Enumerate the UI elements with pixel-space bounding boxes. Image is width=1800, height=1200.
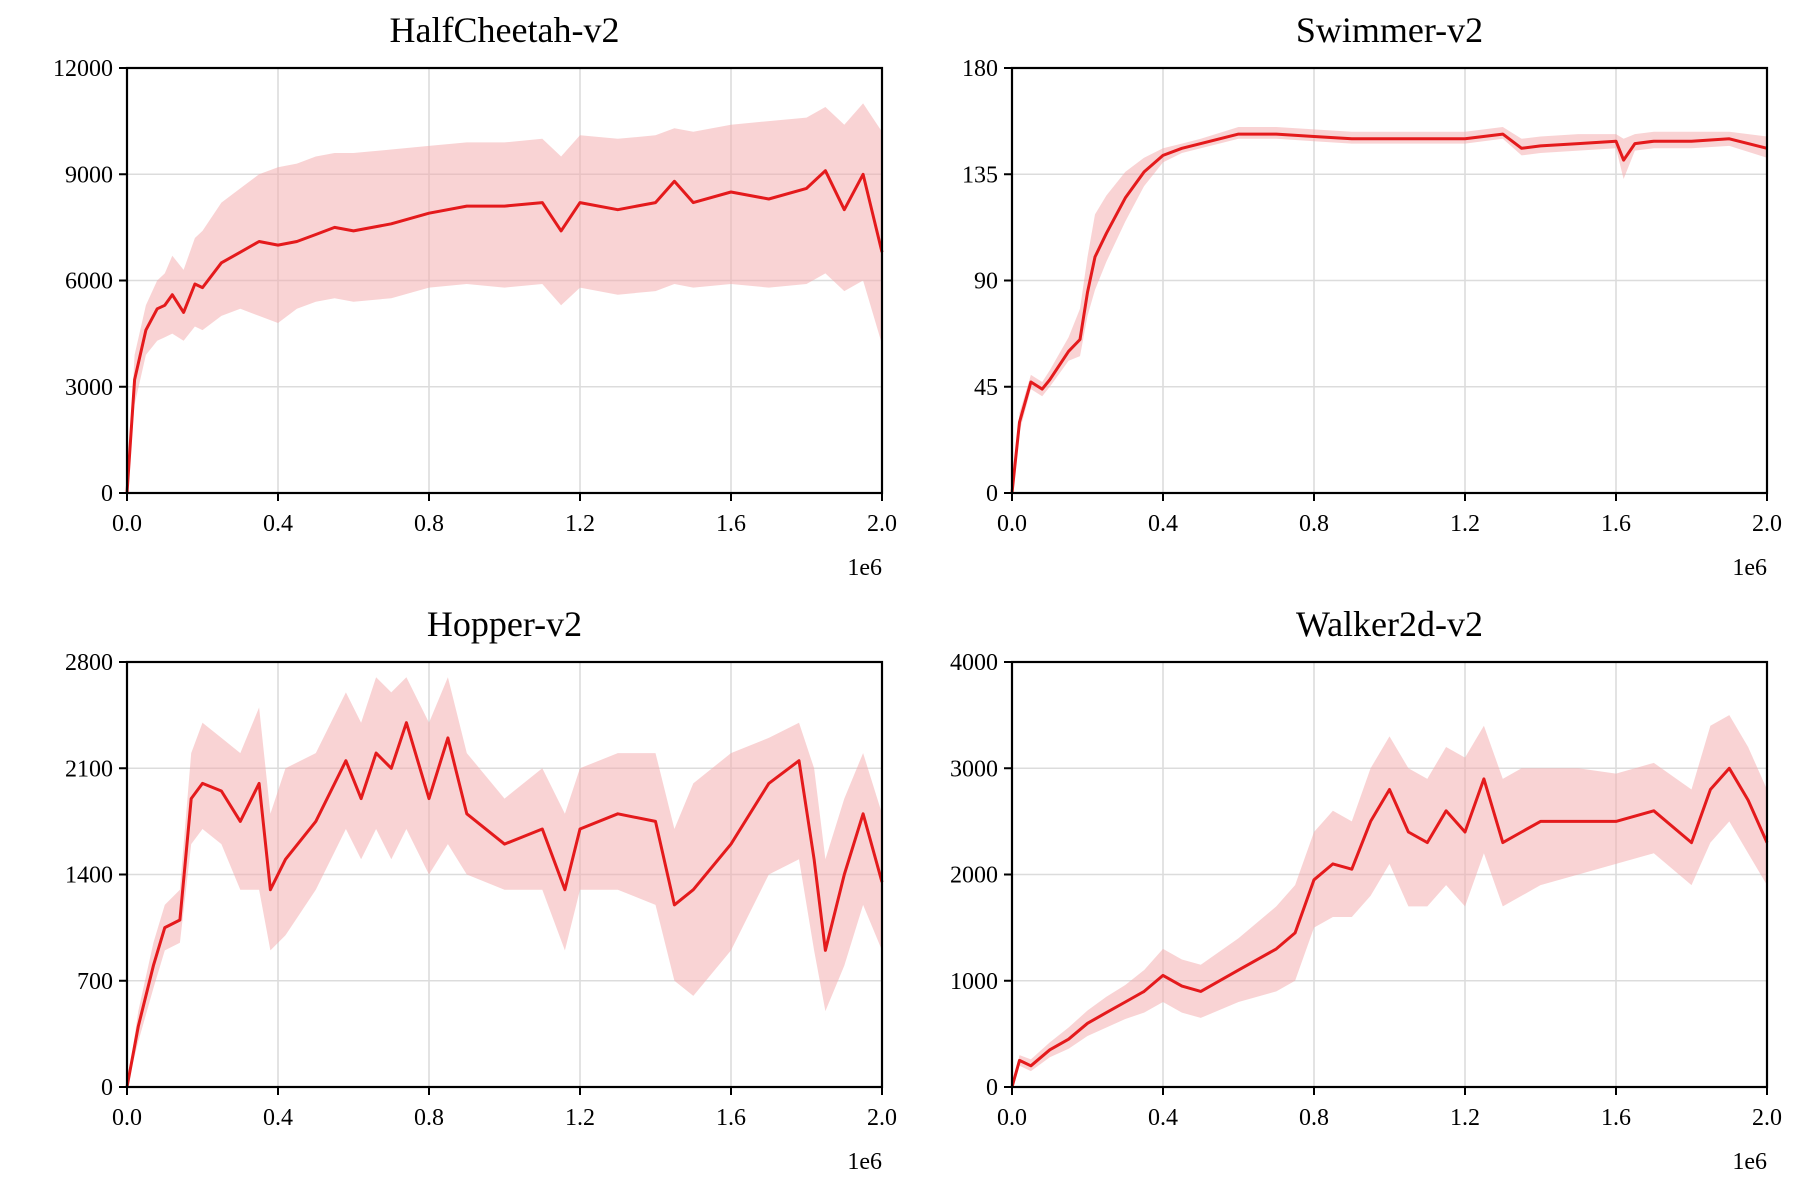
y-tick-label: 3000 bbox=[65, 375, 113, 401]
x-tick-label: 2.0 bbox=[1752, 511, 1782, 537]
x-tick-label: 2.0 bbox=[867, 1105, 897, 1131]
panel-hopper: Hopper-v2 0.0 0.4 0.8 1.2 1.6 2.0 0 700 1400 2100… bbox=[65, 604, 897, 1175]
y-tick-label: 700 bbox=[77, 969, 113, 995]
y-tick-label: 3000 bbox=[950, 756, 998, 782]
x-tick-label: 1.6 bbox=[1601, 1105, 1631, 1131]
panel-title: Hopper-v2 bbox=[427, 604, 582, 644]
x-tick-label: 0.4 bbox=[263, 1105, 293, 1131]
x-tick-label: 1.6 bbox=[1601, 511, 1631, 537]
x-tick-label: 0.8 bbox=[1299, 511, 1329, 537]
panel-title: HalfCheetah-v2 bbox=[390, 10, 620, 50]
y-tick-label: 2100 bbox=[65, 756, 113, 782]
panel-title: Swimmer-v2 bbox=[1296, 10, 1483, 50]
mean-line bbox=[125, 169, 884, 494]
y-tick-label: 0 bbox=[101, 481, 113, 507]
x-tick-label: 2.0 bbox=[867, 511, 897, 537]
x-tick-label: 0.4 bbox=[263, 511, 293, 537]
x-tick-label: 1.2 bbox=[565, 1105, 595, 1131]
confidence-band bbox=[127, 103, 882, 494]
y-tick-label: 4000 bbox=[950, 650, 998, 676]
y-tick-label: 2000 bbox=[950, 863, 998, 889]
x-tick-label: 1.6 bbox=[716, 1105, 746, 1131]
x-tick-label: 0.8 bbox=[1299, 1105, 1329, 1131]
x-tick-label: 0.8 bbox=[414, 511, 444, 537]
y-tick-label: 0 bbox=[101, 1075, 113, 1101]
y-tick-label: 135 bbox=[962, 162, 998, 188]
x-tick-label: 0.0 bbox=[112, 511, 142, 537]
panel-halfcheetah: HalfCheetah-v2 0.0 0.4 0.8 1.2 1.6 2.0 0 3000 60… bbox=[53, 10, 897, 581]
x-tick-label: 1.2 bbox=[565, 511, 595, 537]
y-tick-label: 1400 bbox=[65, 863, 113, 889]
y-tick-label: 6000 bbox=[65, 269, 113, 295]
y-tick-label: 1000 bbox=[950, 969, 998, 995]
y-tick-label: 90 bbox=[974, 269, 998, 295]
x-tick-label: 1.2 bbox=[1450, 1105, 1480, 1131]
y-tick-label: 9000 bbox=[65, 162, 113, 188]
x-tick-label: 0.8 bbox=[414, 1105, 444, 1131]
x-tick-label: 0.0 bbox=[997, 511, 1027, 537]
y-tick-label: 45 bbox=[974, 375, 998, 401]
mean-line bbox=[125, 721, 884, 1088]
y-tick-label: 0 bbox=[986, 1075, 998, 1101]
x-offset-label: 1e6 bbox=[1732, 555, 1767, 581]
mean-line bbox=[1010, 132, 1768, 494]
confidence-band bbox=[1012, 127, 1767, 493]
x-tick-label: 1.6 bbox=[716, 511, 746, 537]
confidence-band bbox=[1012, 715, 1767, 1087]
x-offset-label: 1e6 bbox=[847, 555, 882, 581]
panel-walker2d: Walker2d-v2 0.0 0.4 0.8 1.2 1.6 2.0 0 1000 2000 3… bbox=[950, 604, 1782, 1175]
x-offset-label: 1e6 bbox=[847, 1149, 882, 1175]
x-tick-label: 1.2 bbox=[1450, 511, 1480, 537]
y-tick-label: 12000 bbox=[53, 56, 113, 82]
x-tick-label: 0.4 bbox=[1148, 511, 1178, 537]
y-tick-label: 2800 bbox=[65, 650, 113, 676]
y-tick-label: 180 bbox=[962, 56, 998, 82]
x-tick-label: 0.4 bbox=[1148, 1105, 1178, 1131]
x-tick-label: 2.0 bbox=[1752, 1105, 1782, 1131]
x-tick-label: 0.0 bbox=[112, 1105, 142, 1131]
x-tick-label: 0.0 bbox=[997, 1105, 1027, 1131]
panel-title: Walker2d-v2 bbox=[1296, 604, 1483, 644]
confidence-band bbox=[127, 677, 882, 1087]
x-offset-label: 1e6 bbox=[1732, 1149, 1767, 1175]
panel-swimmer: Swimmer-v2 0.0 0.4 0.8 1.2 1.6 2.0 0 45 90 135 180… bbox=[962, 10, 1782, 581]
y-tick-label: 0 bbox=[986, 481, 998, 507]
mean-line bbox=[1010, 766, 1769, 1088]
